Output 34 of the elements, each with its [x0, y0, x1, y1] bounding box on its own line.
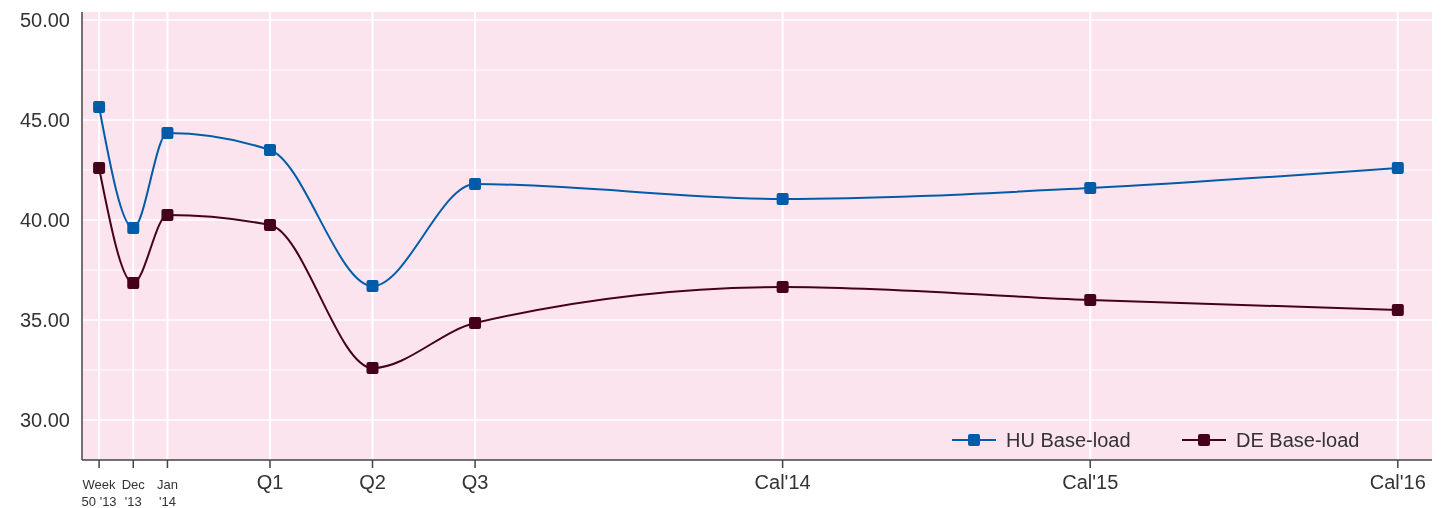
legend-label: DE Base-load [1236, 429, 1360, 451]
point [127, 222, 140, 234]
point [776, 281, 789, 293]
x-tick-label: Dec '13 [121, 477, 146, 508]
y-tick-label: 50.00 [19, 9, 70, 31]
point [1391, 304, 1404, 316]
x-tick-label: Cal'14 [754, 471, 811, 493]
point [366, 362, 379, 374]
y-tick-label: 40.00 [19, 209, 70, 231]
point [263, 219, 276, 231]
y-tick-label: 45.00 [19, 109, 70, 131]
point [263, 144, 276, 156]
x-tick-label: Week 50 '13 [81, 477, 117, 508]
point [366, 280, 379, 292]
x-tick-label: Cal'16 [1369, 471, 1426, 493]
legend-label: HU Base-load [1006, 429, 1131, 451]
point [161, 127, 174, 139]
y-tick-label: 30.00 [19, 409, 70, 431]
point [93, 101, 106, 113]
point [1084, 182, 1097, 194]
point [161, 209, 174, 221]
point [127, 277, 140, 289]
x-tick-label: Cal'15 [1062, 471, 1119, 493]
point [469, 317, 482, 329]
x-tick-label: Q2 [359, 471, 386, 493]
x-tick-label: Q1 [256, 471, 284, 493]
x-tick-label: Jan '14 [156, 477, 178, 508]
x-tick-label: Q3 [461, 471, 489, 493]
point [776, 193, 789, 205]
y-tick-label: 35.00 [19, 309, 70, 331]
point [469, 178, 482, 190]
point [1391, 162, 1404, 174]
point [93, 162, 106, 174]
point [1084, 294, 1097, 306]
